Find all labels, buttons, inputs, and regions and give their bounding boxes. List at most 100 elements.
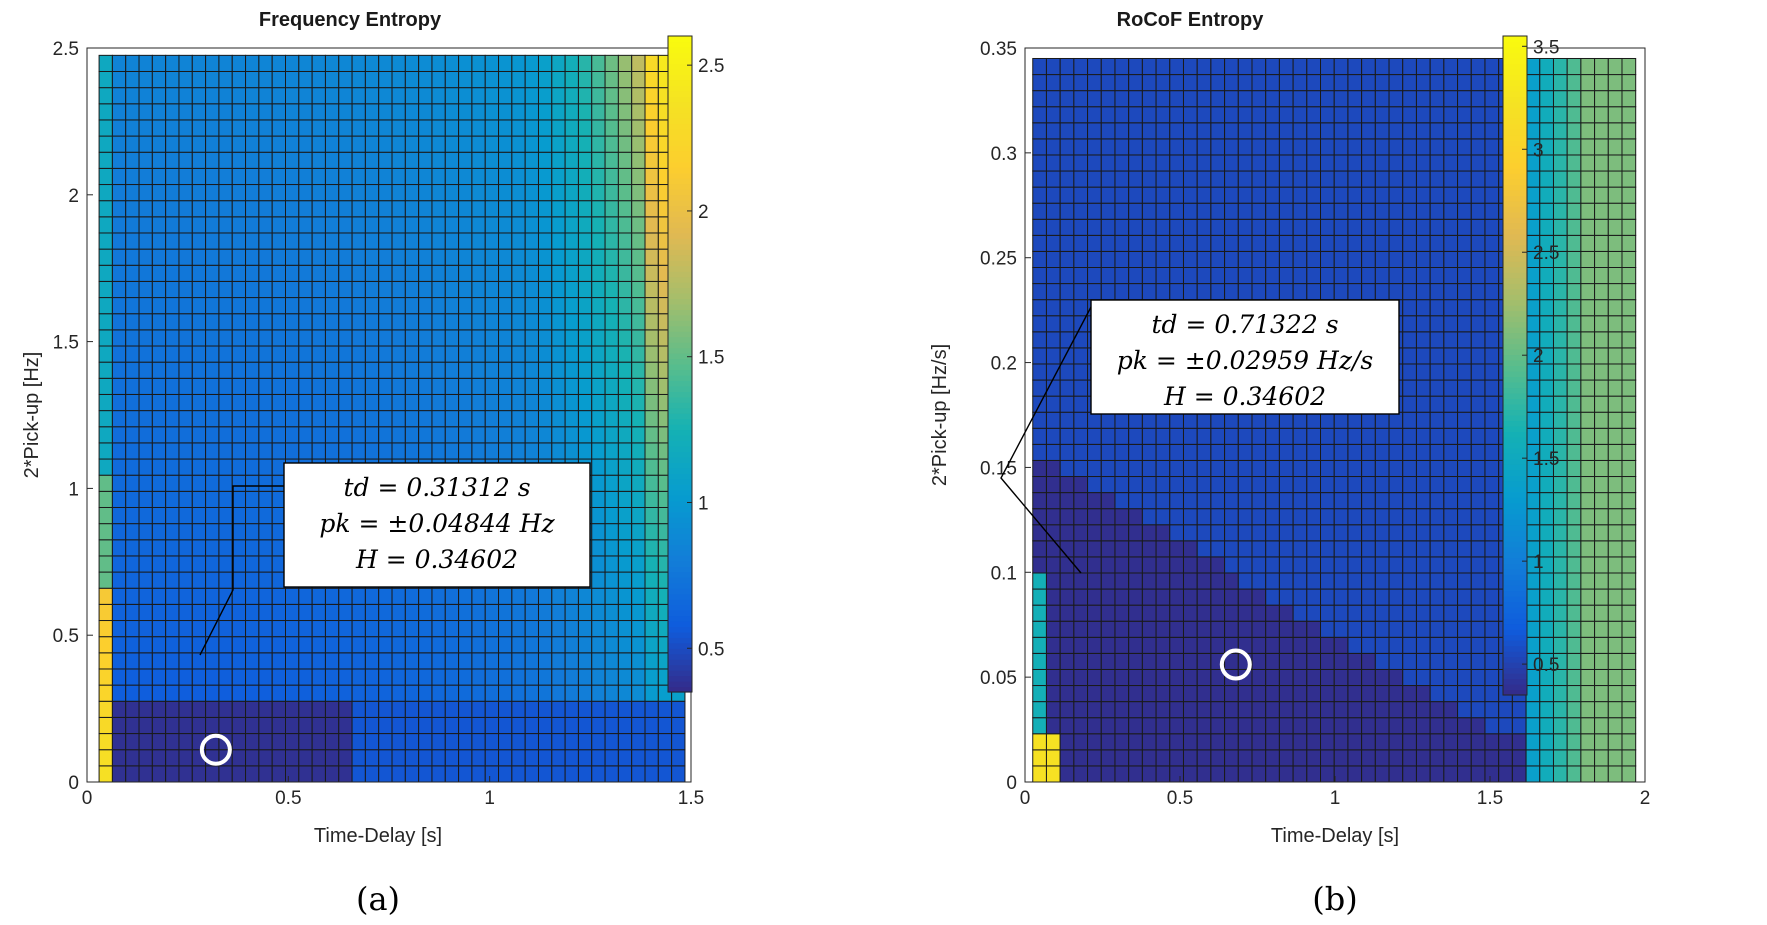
heatmap-cell [1182, 668, 1198, 687]
heatmap-cell [1621, 331, 1637, 349]
heatmap-cell [1100, 572, 1116, 590]
heatmap-cell [1265, 652, 1280, 670]
heatmap-cell [1457, 90, 1472, 108]
heatmap-cell [1621, 636, 1637, 654]
heatmap-cell [1457, 668, 1472, 687]
heatmap-cell [125, 87, 140, 105]
heatmap-cell [1292, 90, 1308, 108]
heatmap-cell [1552, 556, 1568, 574]
heatmap-cell [444, 248, 460, 266]
heatmap-cell [1320, 636, 1335, 654]
heatmap-cell [165, 393, 180, 412]
heatmap-cell [1484, 459, 1500, 478]
heatmap-cell [311, 103, 326, 121]
heatmap-cell [231, 393, 247, 412]
heatmap-cell [577, 361, 593, 379]
heatmap-cell [1128, 604, 1143, 622]
heatmap-cell [1320, 588, 1335, 606]
heatmap-cell [1045, 749, 1061, 767]
heatmap-cell [577, 248, 593, 266]
colorbar-segment [1503, 414, 1527, 422]
heatmap-cell [471, 329, 486, 347]
heatmap-cell [311, 426, 326, 444]
heatmap-cell [1141, 57, 1157, 76]
heatmap-cell [418, 135, 433, 153]
heatmap-cell [1552, 604, 1568, 622]
heatmap-cell [1210, 74, 1226, 92]
heatmap-cell [1032, 717, 1047, 735]
heatmap-cell [1347, 572, 1363, 590]
heatmap-cell [1443, 122, 1459, 140]
panel-b: RoCoF Entropy 0 0.5 1 1.5 2 00.050.10.150.20… [929, 9, 1650, 918]
colorbar-segment [668, 642, 692, 649]
heatmap-cell [458, 749, 473, 767]
heatmap-cell [431, 716, 446, 735]
heatmap-cell [591, 313, 606, 331]
heatmap-cell [1210, 476, 1226, 494]
heatmap-cell [138, 87, 153, 105]
heatmap-cell [324, 70, 340, 89]
heatmap-cell [1169, 74, 1184, 92]
heatmap-cell [471, 135, 486, 153]
heatmap-cell [1278, 57, 1294, 76]
heatmap-cell [1580, 411, 1596, 429]
heatmap-cell [1251, 572, 1267, 590]
heatmap-cell [511, 603, 526, 622]
heatmap-cell [1361, 588, 1376, 606]
heatmap-cell [1100, 202, 1116, 220]
heatmap-cell [1580, 218, 1596, 236]
heatmap-cell [484, 232, 500, 250]
heatmap-cell [1265, 170, 1280, 188]
heatmap-cell [644, 620, 659, 638]
heatmap-cell [271, 297, 286, 315]
heatmap-cell [524, 248, 539, 266]
heatmap-cell [591, 555, 606, 573]
heatmap-cell [1141, 427, 1157, 445]
heatmap-cell [1320, 74, 1335, 92]
heatmap-cell [1114, 733, 1130, 751]
heatmap-cell [1429, 717, 1445, 735]
colorbar-segment [668, 456, 692, 463]
heatmap-cell [125, 280, 140, 299]
heatmap-cell [1320, 540, 1335, 558]
heatmap-cell [138, 54, 153, 72]
heatmap-cell [498, 248, 513, 266]
heatmap-cell [1580, 283, 1596, 301]
heatmap-cell [644, 264, 659, 282]
heatmap-cell [1388, 74, 1404, 92]
heatmap-cell [1402, 459, 1417, 478]
heatmap-cell [1196, 186, 1212, 204]
heatmap-cell [1169, 170, 1184, 188]
heatmap-cell [311, 361, 326, 379]
heatmap-cell [1470, 122, 1486, 140]
heatmap-cell [1552, 186, 1568, 204]
heatmap-cell [1237, 427, 1253, 445]
heatmap-cell [1333, 138, 1349, 156]
heatmap-cell [1566, 411, 1582, 429]
heatmap-cell [617, 620, 633, 638]
colorbar-segment [1503, 85, 1527, 92]
heatmap-cell [191, 216, 207, 234]
heatmap-cell [551, 733, 566, 751]
colorbar-segment [1503, 645, 1527, 652]
heatmap-cell [1457, 476, 1472, 494]
heatmap-cell [1566, 459, 1582, 478]
colorbar-tick-label: 2.5 [1533, 243, 1559, 264]
heatmap-cell [391, 280, 406, 299]
heatmap-cell [498, 442, 513, 460]
heatmap-cell [1059, 234, 1075, 252]
heatmap-cell [1607, 733, 1623, 751]
heatmap-cell [471, 716, 486, 735]
heatmap-cell [418, 587, 433, 605]
heatmap-cell [577, 184, 593, 202]
heatmap-cell [1032, 267, 1047, 285]
heatmap-cell [1443, 668, 1459, 687]
heatmap-cell [298, 361, 313, 379]
heatmap-cell [1032, 315, 1047, 333]
heatmap-cell [431, 733, 446, 751]
heatmap-cell [631, 167, 646, 186]
heatmap-cell [1415, 492, 1431, 510]
heatmap-cell [1415, 588, 1431, 606]
colorbar-segment [668, 167, 692, 174]
heatmap-cell [1333, 283, 1349, 301]
